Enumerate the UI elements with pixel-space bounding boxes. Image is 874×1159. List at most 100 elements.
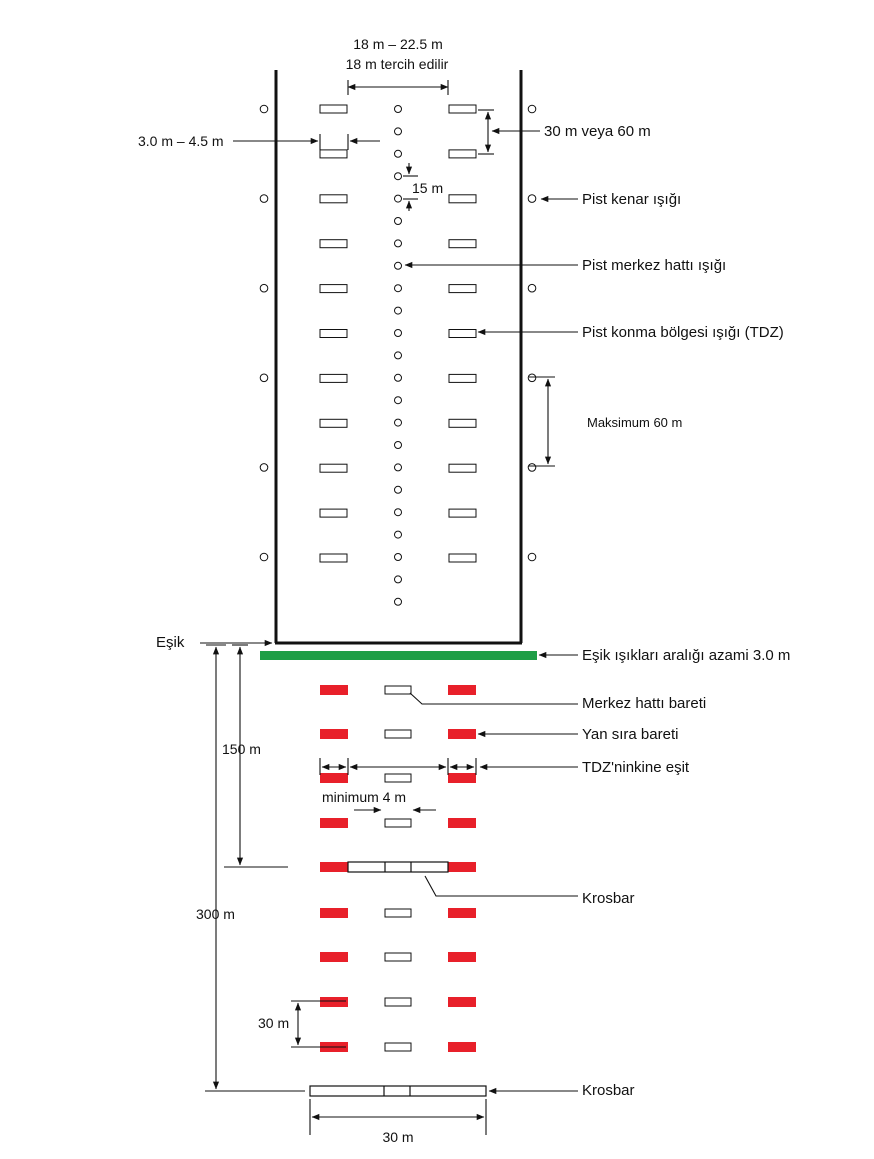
dist-30-spacing-label: 30 m	[258, 1015, 289, 1031]
centerline-light	[394, 530, 402, 539]
edge-light	[527, 194, 537, 203]
max-spacing-label: Maksimum 60 m	[587, 415, 682, 430]
threshold-lights-bar	[260, 651, 537, 660]
labels: 18 m – 22.5 m 18 m tercih edilir 3.0 m –…	[138, 36, 790, 1145]
edge-light	[259, 194, 269, 203]
tdz-light	[319, 463, 348, 473]
crossbar-1-label: Krosbar	[582, 890, 635, 907]
centerline-light	[394, 127, 402, 136]
crossbar-2-label: Krosbar	[582, 1082, 635, 1099]
centerline-light	[394, 284, 402, 293]
side-row-barrette	[448, 729, 476, 739]
edge-light	[527, 373, 537, 383]
centerline-barrette	[384, 1042, 412, 1052]
tdz-light	[319, 194, 348, 204]
tdz-light	[448, 149, 477, 159]
side-row-barrette	[448, 818, 476, 828]
dist-30-width-label: 30 m	[382, 1129, 413, 1145]
centerline-light	[394, 597, 402, 606]
centerline-light	[394, 463, 402, 472]
width-preferred-label: 18 m tercih edilir	[346, 56, 449, 72]
centerline-barrette	[384, 729, 412, 739]
cl-spacing-label: 15 m	[412, 180, 443, 196]
tdz-light	[448, 553, 477, 563]
centerline-light	[394, 172, 402, 181]
tdz-light	[448, 463, 477, 473]
threshold-spacing-label: Eşik ışıkları aralığı azami 3.0 m	[582, 647, 790, 664]
tdz-light	[319, 373, 348, 383]
tdz-light	[448, 284, 477, 294]
centerline-light	[394, 441, 402, 449]
tdz-light	[319, 329, 348, 338]
edge-light	[527, 552, 537, 562]
centerline-light	[394, 351, 402, 360]
centerline-barrette	[384, 997, 412, 1007]
side-row-barrette	[448, 997, 476, 1007]
centerline-light	[394, 485, 402, 494]
centerline-barrette	[384, 685, 412, 695]
side-row-barrette	[320, 952, 348, 962]
dist-150-label: 150 m	[222, 741, 261, 757]
threshold-label: Eşik	[156, 634, 185, 651]
tdz-width-label: 3.0 m – 4.5 m	[138, 133, 224, 149]
edge-light	[527, 463, 537, 472]
side-row-barrette	[320, 908, 348, 918]
tdz-light	[448, 194, 477, 204]
edge-light	[259, 463, 269, 472]
tdz-light	[319, 508, 348, 518]
side-row-barrette	[448, 862, 476, 872]
edge-light	[259, 283, 269, 293]
centerline-light	[394, 418, 402, 427]
side-row-barrette	[448, 908, 476, 918]
edge-light-label: Pist kenar ışığı	[582, 191, 681, 208]
side-row-barrette	[320, 685, 348, 695]
tdz-light	[448, 104, 477, 114]
edge-light	[527, 104, 537, 114]
tdz-light	[319, 553, 348, 563]
side-barrette-label: Yan sıra bareti	[582, 726, 678, 743]
equal-tdz-label: TDZ'ninkine eşit	[582, 759, 690, 776]
centerline-light	[394, 261, 402, 270]
tdz-light	[319, 418, 348, 428]
tdz-light	[448, 373, 477, 383]
crossbar-1-leader	[424, 875, 578, 897]
dimension-lines	[200, 80, 578, 1135]
centerline-light	[394, 396, 402, 405]
centerline-barrette-label: Merkez hattı bareti	[582, 695, 706, 712]
side-row-barrette	[448, 685, 476, 695]
centerline-barrette	[384, 952, 412, 962]
centerline-barrette	[384, 773, 412, 783]
edge-light	[259, 373, 269, 383]
runway-outline	[274, 70, 523, 645]
centerline-barrette	[384, 908, 412, 918]
centerline-light	[394, 217, 402, 225]
edge-light	[527, 283, 537, 293]
centerline-light	[394, 194, 402, 203]
edge-light	[259, 104, 269, 114]
centerline-light	[394, 149, 402, 158]
tdz-light	[448, 418, 477, 428]
minimum-gap-label: minimum 4 m	[322, 789, 406, 805]
centerline-barrette	[384, 818, 412, 828]
centerline-light	[394, 329, 402, 337]
centerline-light	[394, 306, 402, 315]
crossbar-150m	[347, 861, 449, 873]
side-row-barrette	[448, 952, 476, 962]
tdz-light-label: Pist konma bölgesi ışığı (TDZ)	[582, 324, 784, 341]
side-row-barrette	[320, 729, 348, 739]
side-row-barrette	[320, 997, 348, 1007]
centerline-light	[394, 553, 402, 561]
centerline-light	[394, 105, 402, 113]
side-row-barrette	[448, 1042, 476, 1052]
side-row-barrette	[320, 818, 348, 828]
tdz-spacing-label: 30 m veya 60 m	[544, 123, 651, 140]
tdz-light	[448, 239, 477, 249]
centerline-barrette-leader	[409, 692, 578, 705]
width-range-label: 18 m – 22.5 m	[353, 36, 443, 52]
runway-lights	[259, 104, 537, 606]
edge-light	[259, 552, 269, 562]
tdz-light	[319, 284, 348, 294]
side-row-barrette	[320, 862, 348, 872]
